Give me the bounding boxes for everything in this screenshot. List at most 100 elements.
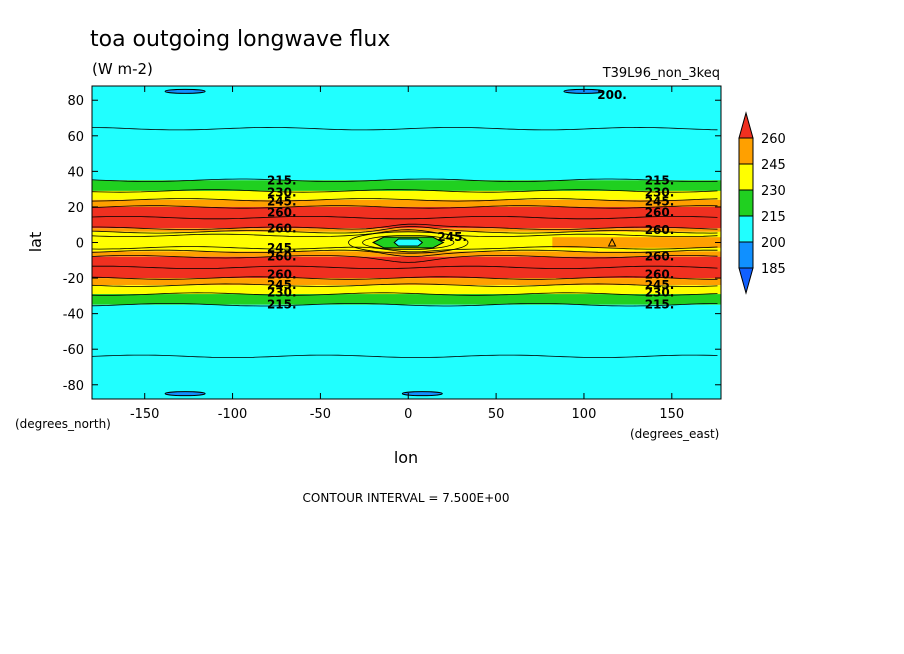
colorbar-label-3: 215: [761, 210, 786, 225]
equatorial-band-2: [552, 237, 721, 248]
y-tick-label-1: -60: [63, 343, 84, 358]
x-tick-label-5: 100: [572, 407, 597, 422]
x-tick-label-0: -150: [130, 407, 160, 422]
y-tick-label-0: -80: [63, 379, 84, 394]
x-axis-ticks: -150 -100 -50 0 50 100 150: [130, 86, 684, 422]
contour-line-15: [92, 292, 718, 296]
y-tick-label-8: 80: [67, 94, 84, 109]
contour-line-11: [92, 255, 718, 263]
equatorial-contour-0: [362, 234, 455, 251]
colorbar-label-5: 185: [761, 262, 786, 277]
equatorial-minimum-1: [393, 238, 424, 247]
contour-line-5: [92, 216, 718, 220]
x-tick-label-6: 150: [659, 407, 684, 422]
contour-line-8: [92, 229, 718, 237]
band-1: [92, 180, 721, 191]
y-tick-label-3: -20: [63, 272, 84, 287]
contour-label-12: 230.: [645, 186, 675, 200]
contour-line-1: [92, 178, 718, 182]
polar-minimum-2: [164, 391, 206, 397]
contour-line-3: [92, 198, 718, 202]
band-10: [92, 285, 721, 295]
polar-minimum-3: [401, 391, 443, 397]
colorbar: 260 245 230 215 200 185: [738, 111, 786, 295]
band-0: [92, 86, 721, 181]
contour-line-16: [92, 303, 718, 307]
contour-label-22: 200.: [597, 88, 627, 102]
contour-line-4: [92, 205, 718, 209]
y-axis-label: lat: [26, 232, 45, 253]
contour-line-9: [92, 246, 718, 253]
y-tick-label-5: 20: [67, 201, 84, 216]
contour-label-19: 230.: [645, 285, 675, 299]
colorbar-label-1: 245: [761, 158, 786, 173]
contour-line-6: [92, 223, 718, 230]
x-tick-label-1: -100: [218, 407, 248, 422]
contour-line-10: [92, 249, 718, 257]
contour-label-7: 260.: [267, 268, 297, 282]
band-4: [92, 206, 721, 229]
contour-label-13: 245.: [645, 195, 675, 209]
contour-line-7: [92, 226, 718, 234]
colorbar-cell-5: [738, 241, 754, 269]
contour-line-0: [92, 126, 718, 131]
y-axis-ticks: -80 -60 -40 -20 0 20 40 60 80: [63, 94, 721, 394]
contour-line-14: [92, 283, 718, 287]
colorbar-bottom-arrow: [738, 267, 754, 295]
chart-title: toa outgoing longwave flux: [90, 27, 390, 52]
run-label: T39L96_non_3keq: [602, 66, 720, 81]
contour-label-16: 260.: [645, 250, 675, 264]
x-axis-label: lon: [394, 448, 418, 467]
x-tick-label-3: 0: [404, 407, 412, 422]
band-3: [92, 199, 721, 207]
contour-label-5: 245.: [267, 241, 297, 255]
colorbar-cell-3: [738, 189, 754, 217]
colorbar-cell-1: [738, 137, 754, 165]
contour-label-2: 245.: [267, 195, 297, 209]
y-tick-label-7: 60: [67, 130, 84, 145]
band-12: [92, 304, 721, 399]
contour-interval: CONTOUR INTERVAL = 7.500E+00: [303, 491, 510, 505]
y-tick-label-4: 0: [76, 237, 84, 252]
contour-line-13: [92, 276, 718, 280]
colorbar-cell-2: [738, 163, 754, 191]
filled-contour-bands: [92, 86, 721, 399]
band-7: [92, 251, 721, 257]
contour-label-20: 215.: [645, 298, 675, 312]
contour-label-9: 230.: [267, 285, 297, 299]
colorbar-label-4: 200: [761, 236, 786, 251]
equatorial-features: [372, 236, 721, 249]
contour-line-2: [92, 189, 718, 193]
contour-label-6: 260.: [267, 250, 297, 264]
chart-units: (W m-2): [92, 60, 153, 78]
contour-label-10: 215.: [267, 298, 297, 312]
contour-label-11: 215.: [645, 173, 675, 187]
contour-labels: 215.230.245.260.260.245.260.260.245.230.…: [267, 88, 674, 312]
x-unit-label: (degrees_east): [630, 427, 719, 441]
band-8: [92, 256, 721, 279]
contour-label-4: 260.: [267, 221, 297, 235]
plot-area: 215.230.245.260.260.245.260.260.245.230.…: [92, 86, 721, 399]
colorbar-label-2: 230: [761, 184, 786, 199]
y-tick-label-6: 40: [67, 165, 84, 180]
contour-label-21: 245.: [437, 230, 467, 244]
contour-label-15: 260.: [645, 223, 675, 237]
polar-features: [164, 88, 605, 397]
contour-label-17: 260.: [645, 268, 675, 282]
x-tick-label-2: -50: [310, 407, 331, 422]
contour-label-1: 230.: [267, 186, 297, 200]
y-unit-label: (degrees_north): [15, 417, 111, 431]
band-11: [92, 294, 721, 305]
polar-minimum-0: [164, 88, 206, 94]
band-2: [92, 190, 721, 200]
contour-closed-small: [607, 237, 617, 247]
colorbar-top-arrow: [738, 111, 754, 139]
contour-line-12: [92, 265, 718, 269]
contour-label-8: 245.: [267, 278, 297, 292]
equatorial-contour-1: [348, 231, 469, 254]
colorbar-label-0: 260: [761, 132, 786, 147]
contour-label-18: 245.: [645, 278, 675, 292]
contour-line-17: [92, 354, 718, 359]
band-9: [92, 278, 721, 286]
